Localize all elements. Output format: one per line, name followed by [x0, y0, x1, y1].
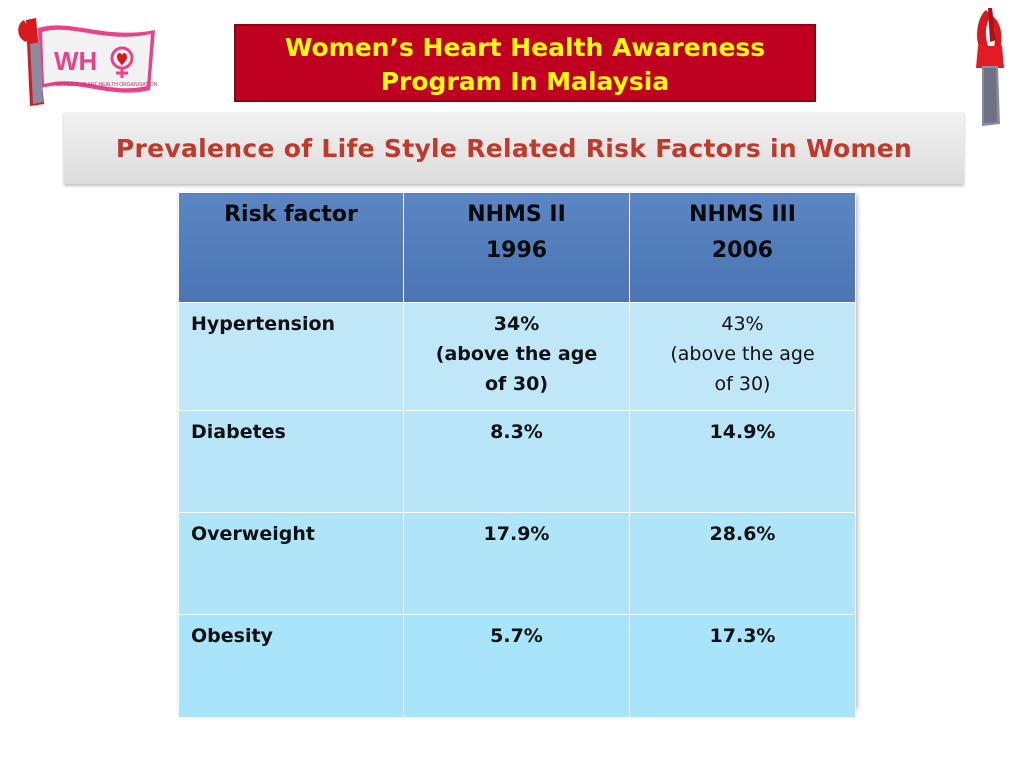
slide-subtitle: Prevalence of Life Style Related Risk Fa… — [64, 112, 964, 184]
nhms-ii-value-cell: 5.7% — [403, 614, 630, 718]
ribbon-figure-logo — [968, 6, 1016, 128]
table-header-row: Risk factor NHMS II 1996 NHMS III 2006 — [178, 192, 856, 303]
header-nhms-iii: NHMS III 2006 — [629, 192, 856, 303]
svg-text:WOMEN'S HEART HEALTH ORGANISAT: WOMEN'S HEART HEALTH ORGANISATION — [55, 82, 158, 88]
nhms-iii-value-cell: 17.3% — [629, 614, 856, 718]
table-row: Obesity 5.7% 17.3% — [178, 614, 856, 718]
table-row: Overweight 17.9% 28.6% — [178, 512, 856, 615]
header-nhms-ii: NHMS II 1996 — [403, 192, 630, 303]
nhms-ii-value-cell: 34% (above the age of 30) — [403, 302, 630, 411]
svg-text:WH: WH — [54, 46, 97, 76]
risk-factor-cell: Overweight — [178, 512, 404, 615]
nhms-ii-value-cell: 17.9% — [403, 512, 630, 615]
nhms-iii-value-cell: 43% (above the age of 30) — [629, 302, 856, 411]
heart-ribbon-flag-icon: WH WOMEN'S HEART HEALTH ORGANISATION — [18, 18, 158, 106]
nhms-iii-value-cell: 14.9% — [629, 410, 856, 513]
red-ribbon-icon — [976, 8, 1004, 126]
risk-factor-cell: Obesity — [178, 614, 404, 718]
program-title-line2: Program In Malaysia — [380, 67, 670, 96]
program-title-line1: Women’s Heart Health Awareness — [284, 33, 766, 62]
table-row: Diabetes 8.3% 14.9% — [178, 410, 856, 513]
who-logo: WH WOMEN'S HEART HEALTH ORGANISATION — [10, 14, 160, 106]
nhms-ii-value-cell: 8.3% — [403, 410, 630, 513]
risk-factor-table: Risk factor NHMS II 1996 NHMS III 2006 H… — [178, 192, 856, 718]
header-risk-factor: Risk factor — [178, 192, 404, 303]
risk-factor-cell: Diabetes — [178, 410, 404, 513]
table-row: Hypertension 34% (above the age of 30) 4… — [178, 302, 856, 411]
program-title: Women’s Heart Health Awareness Program I… — [234, 24, 816, 102]
nhms-iii-value-cell: 28.6% — [629, 512, 856, 615]
risk-factor-cell: Hypertension — [178, 302, 404, 411]
